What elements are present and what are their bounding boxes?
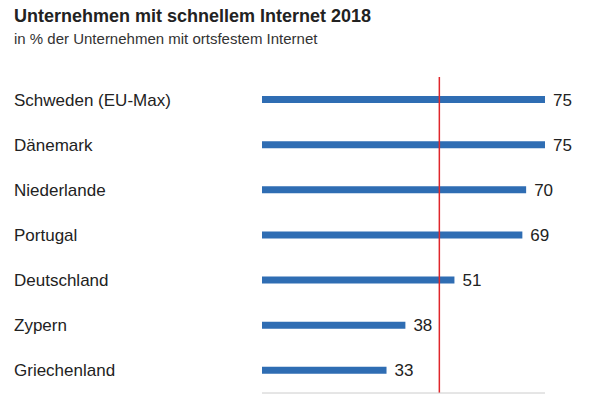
svg-text:33: 33 (395, 361, 414, 380)
svg-text:Schweden (EU-Max): Schweden (EU-Max) (14, 91, 171, 110)
svg-text:51: 51 (462, 271, 481, 290)
svg-text:Griechenland: Griechenland (14, 361, 115, 380)
html-text:Unternehmen mit schnellem Inte: Unternehmen mit schnellem Internet 2018 (14, 6, 372, 26)
html-text:in % der Unternehmen mit ortsf: in % der Unternehmen mit ortsfestem Inte… (14, 30, 318, 47)
svg-text:Dänemark: Dänemark (14, 136, 93, 155)
svg-text:Portugal: Portugal (14, 226, 77, 245)
svg-text:Niederlande: Niederlande (14, 181, 106, 200)
svg-text:Zypern: Zypern (14, 316, 67, 335)
svg-text:75: 75 (553, 91, 572, 110)
svg-text:70: 70 (534, 181, 553, 200)
svg-text:38: 38 (413, 316, 432, 335)
svg-text:69: 69 (530, 226, 549, 245)
svg-text:75: 75 (553, 136, 572, 155)
svg-text:Deutschland: Deutschland (14, 271, 109, 290)
